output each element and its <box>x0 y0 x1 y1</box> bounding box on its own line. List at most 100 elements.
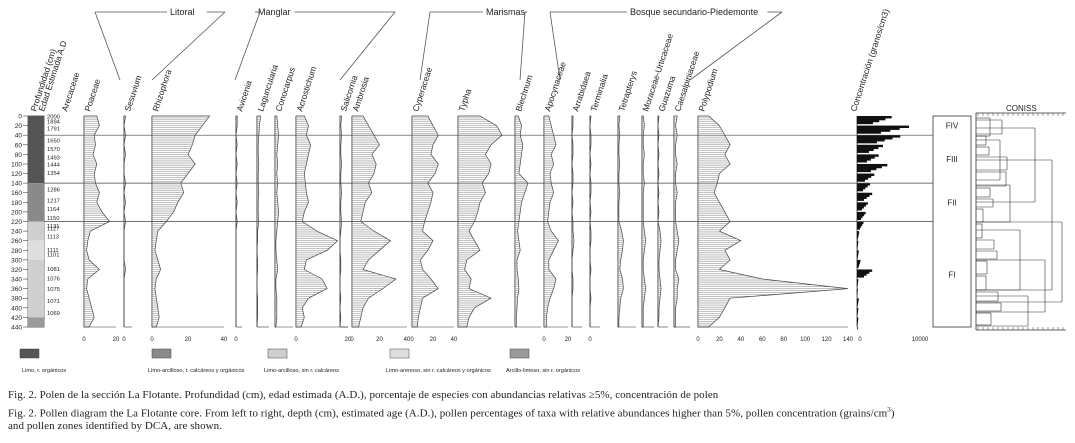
concentration-bar <box>857 160 867 163</box>
pollen-diagram: Profundidad (cm)Edad Estimada A.DArecace… <box>11 7 1066 374</box>
concentration-bar <box>857 211 866 215</box>
lithology-band <box>28 221 44 241</box>
header-concentration: Concentración (granos/cm3) <box>848 7 891 112</box>
depth-tick-label: 0 <box>18 114 22 121</box>
concentration-bar <box>857 144 883 148</box>
header-taxon: Sesuvium <box>122 74 143 113</box>
taxon-panel <box>641 115 654 328</box>
concentration-bar <box>857 252 859 255</box>
age-label: 1101 <box>47 253 59 259</box>
group-rule <box>339 11 396 81</box>
concentration-bar <box>857 167 877 171</box>
header-taxon: Cyperaceae <box>410 66 434 113</box>
concentration-bar <box>857 117 886 121</box>
x-tick-label: 0 <box>234 337 238 343</box>
concentration-bar <box>857 173 875 176</box>
depth-tick-label: 420 <box>11 315 22 322</box>
series-curve <box>411 115 439 328</box>
age-label: 1444 <box>47 162 61 168</box>
age-label: 1354 <box>47 171 61 177</box>
lithology-band <box>28 116 44 184</box>
header-taxon: Apocynaceae <box>542 60 568 112</box>
group-label: Bosque secundario-Piedemonte <box>630 7 758 17</box>
age-label: 1075 <box>47 287 60 293</box>
age-label: 1127 <box>47 227 59 233</box>
concentration-bar <box>857 127 900 130</box>
lithology-column: 0 20 40 60 80 100 120 140 160 180 200 220 240 260 280 3… <box>11 114 61 332</box>
series-curve <box>351 115 397 328</box>
age-label: 1217 <box>47 198 60 204</box>
x-tick-label: 120 <box>822 337 833 343</box>
depth-tick-label: 280 <box>11 248 22 255</box>
zone-frame <box>932 115 972 328</box>
taxon-panel <box>697 115 849 328</box>
concentration-bar <box>857 146 879 150</box>
header-taxon: Terminalia <box>588 72 610 112</box>
taxon-panel <box>543 115 568 328</box>
x-tick-label: 10000 <box>912 337 929 343</box>
concentration-bar <box>857 231 860 234</box>
taxa-panels: 0 20 0 0 20 40 0 0 200 20 40 0 20 40 0 20 0 0 20 40 60 80 100 1… <box>82 115 929 343</box>
taxon-panel <box>351 115 407 328</box>
series-curve <box>514 115 529 328</box>
header-taxon: Rhizophora <box>150 68 173 113</box>
concentration-bar <box>857 279 859 282</box>
concentration-bar <box>857 323 858 326</box>
concentration-bar <box>857 261 860 265</box>
series-curve <box>151 115 211 328</box>
header-taxon: Tetrapterys <box>616 70 639 113</box>
concentration-bar <box>857 208 862 211</box>
concentration-bar <box>857 302 859 305</box>
concentration-bar <box>857 154 879 157</box>
concentration-bar <box>857 242 859 245</box>
taxon-panel <box>514 115 541 328</box>
concentration-bar <box>857 198 864 201</box>
zone-label: FIII <box>946 155 958 164</box>
concentration-bar <box>857 192 873 196</box>
zone-label: FIV <box>946 122 959 131</box>
concentration-bar <box>857 303 858 307</box>
group-label: Manglar <box>258 7 291 17</box>
concentration-bar <box>857 163 888 167</box>
age-label: 1076 <box>47 277 60 283</box>
concentration-bar <box>857 156 875 159</box>
x-tick-label: 100 <box>800 337 811 343</box>
concentration-bar <box>857 227 860 230</box>
x-tick-label: 0 <box>294 337 298 343</box>
concentration-bar <box>857 263 860 267</box>
caption-english-line1: Fig. 2. Pollen diagram the La Flotante c… <box>8 406 895 420</box>
concentration-bar <box>857 225 862 228</box>
age-label: 1570 <box>47 147 60 153</box>
concentration-bar <box>857 135 901 138</box>
depth-tick-label: 60 <box>15 142 23 149</box>
caption-spanish: Fig. 2. Polen de la sección La Flotante.… <box>8 389 719 401</box>
header-taxon: Caesalpiniaceae <box>672 49 701 112</box>
concentration-bar <box>857 183 870 186</box>
concentration-bar <box>857 244 858 247</box>
concentration-bar <box>857 269 873 272</box>
depth-tick-label: 400 <box>11 305 22 312</box>
concentration-bar <box>857 165 882 169</box>
concentration-bar <box>857 319 859 322</box>
concentration-bar <box>857 271 870 274</box>
age-label: 1071 <box>47 299 60 305</box>
depth-tick-label: 440 <box>11 325 22 332</box>
zone-label: FII <box>947 198 956 207</box>
concentration-bar <box>857 256 858 259</box>
lithology-band <box>28 259 44 318</box>
header-coniss: CONISS <box>1006 104 1037 113</box>
concentration-bar <box>857 311 858 315</box>
x-tick-label: 0 <box>150 337 154 343</box>
concentration-bar <box>857 221 864 224</box>
concentration-bar <box>857 202 868 205</box>
header-taxon: Acrostichum <box>294 65 318 113</box>
concentration-bar <box>857 259 861 263</box>
age-label: 1150 <box>47 216 59 222</box>
legend: Limo, r. orgánicos Limo-arcilloso, r. cal… <box>19 348 580 374</box>
concentration-bar <box>857 213 865 217</box>
concentration-bar <box>857 300 859 303</box>
x-tick-label: 0 <box>542 337 546 343</box>
x-tick-label: 0 <box>122 337 126 343</box>
concentration-bar <box>857 125 909 128</box>
series-curve <box>673 115 680 328</box>
